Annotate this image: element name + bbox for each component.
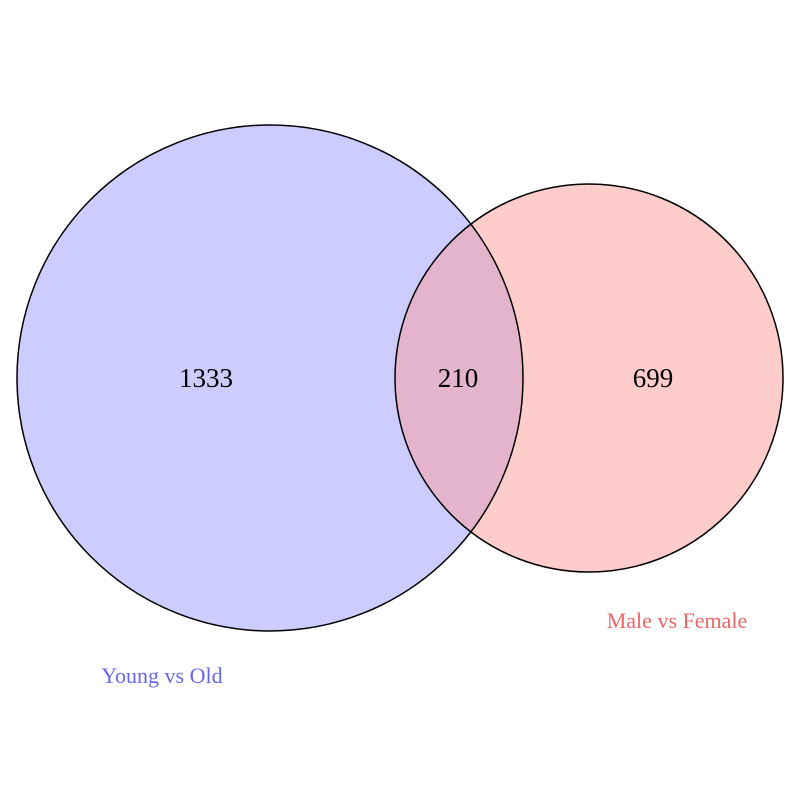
male-vs-female-only-count: 699 [633,363,674,393]
young-vs-old-label: Young vs Old [101,663,222,688]
intersection-count: 210 [438,363,479,393]
male-vs-female-outline [394,183,784,573]
young-vs-old-outline [16,124,524,632]
young-vs-old-only-count: 1333 [179,363,233,393]
intersection-region [395,184,523,572]
male-vs-female-label: Male vs Female [607,608,748,633]
young-vs-old-circle [17,125,523,631]
